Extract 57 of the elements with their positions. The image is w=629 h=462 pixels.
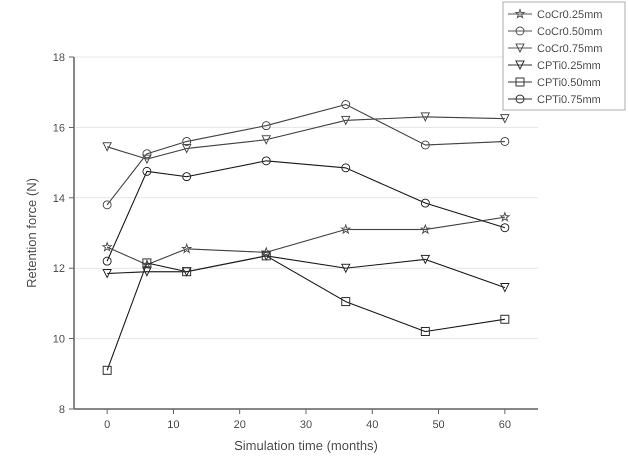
legend-label: CoCr0.50mm [537,26,602,38]
x-tick-label: 10 [167,419,180,431]
point [341,224,350,234]
legend-label: CPTi0.25mm [537,60,601,72]
point [500,136,510,146]
point [102,200,112,210]
point [262,156,271,166]
legend-label: CPTi0.75mm [537,94,601,106]
point [420,254,430,264]
point [102,366,112,375]
y-tick-label: 8 [58,404,65,416]
x-axis-title: Simulation time (months) [234,438,378,453]
y-tick-label: 10 [52,334,65,346]
point [500,314,510,324]
point [142,154,152,164]
point [142,267,152,276]
point [262,135,271,144]
x-tick-label: 0 [104,419,110,431]
y-tick-label: 16 [52,122,65,134]
point [420,327,430,336]
legend-label: CoCr0.25mm [537,9,602,21]
legend-label: CoCr0.75mm [537,43,602,55]
x-tick-label: 30 [300,419,312,431]
point [500,283,510,292]
x-tick-label: 50 [432,419,445,431]
point [500,114,510,124]
point [341,264,350,273]
point [500,212,510,222]
y-tick-label: 18 [52,52,65,64]
point [102,256,112,266]
point [262,247,271,256]
point [341,163,350,172]
point [102,142,112,152]
point [420,198,430,208]
point [262,121,271,130]
x-tick-label: 40 [366,419,378,431]
point [142,149,152,158]
point [420,224,430,234]
legend-label: CPTi0.50mm [537,77,601,89]
point [102,268,112,278]
point [102,242,112,252]
x-tick-label: 60 [498,419,511,431]
point [142,166,152,176]
point [182,136,192,146]
point [420,112,430,122]
point [500,223,510,232]
point [341,116,350,125]
point [420,140,430,150]
y-tick-label: 14 [52,192,65,205]
x-tick-label: 20 [234,419,246,431]
point [182,172,192,182]
point [341,297,350,306]
y-axis-title: Retention force (N) [24,178,39,288]
point [182,144,192,154]
point [341,100,350,110]
y-tick-label: 12 [52,263,65,276]
point [182,244,192,253]
